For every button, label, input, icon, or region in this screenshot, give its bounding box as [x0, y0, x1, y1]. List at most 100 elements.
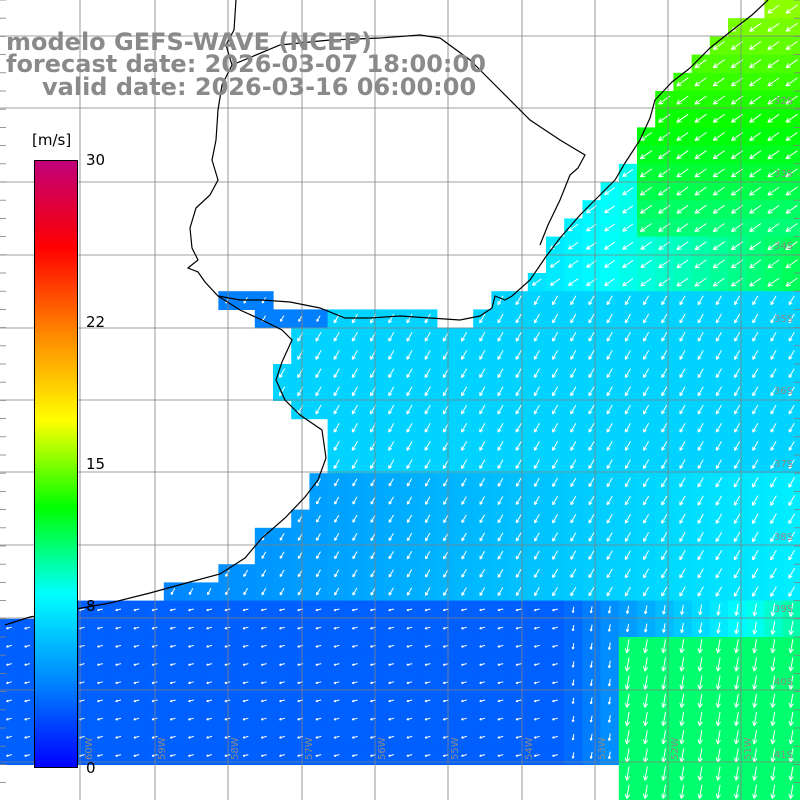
wind-arrow: [606, 331, 613, 342]
wind-arrow: [752, 639, 758, 654]
wind-arrow: [279, 551, 285, 559]
wind-arrow: [624, 350, 631, 360]
wind-arrow: [624, 586, 631, 597]
wind-arrow: [733, 477, 741, 488]
wind-arrow: [479, 350, 486, 360]
wind-arrow: [571, 661, 575, 668]
wind-arrow: [279, 754, 285, 757]
wind-arrow: [370, 478, 376, 487]
wind-arrow: [643, 766, 649, 781]
wind-arrow: [533, 459, 540, 470]
latitude-labels: 32S 33S 34S 35S 36S 37S 38S 39S 40S 41S: [774, 96, 793, 761]
wind-arrow: [424, 386, 431, 397]
wind-arrow: [497, 532, 504, 542]
wind-arrow: [133, 644, 140, 648]
wind-arrow: [425, 496, 431, 505]
wind-arrow: [279, 533, 285, 541]
wind-arrow: [461, 459, 468, 470]
wind-arrow: [639, 204, 653, 214]
wind-arrow: [607, 660, 611, 669]
wind-arrow: [679, 675, 685, 690]
wind-arrow: [388, 350, 395, 360]
wind-arrow: [607, 606, 611, 614]
wind-arrow: [570, 422, 577, 433]
wind-arrow: [115, 754, 122, 757]
wind-arrow: [388, 626, 395, 630]
wind-arrow: [661, 422, 668, 433]
wind-arrow: [712, 77, 725, 87]
wind-arrow: [589, 642, 593, 650]
wind-arrow: [133, 717, 140, 721]
wind-arrow: [697, 513, 704, 524]
wind-arrow: [497, 663, 504, 666]
wind-arrow: [279, 717, 285, 721]
wind-arrow: [515, 699, 522, 703]
wind-arrow: [315, 368, 322, 379]
wind-arrow: [788, 531, 796, 543]
coastline: [4, 0, 769, 626]
wind-arrow: [515, 717, 522, 721]
wind-arrow: [333, 441, 340, 451]
wind-arrow: [497, 644, 504, 648]
wind-arrow: [661, 532, 668, 542]
wind-arrow: [752, 568, 759, 579]
wind-arrow: [497, 568, 504, 578]
wind-arrow: [588, 295, 595, 306]
wind-arrow: [606, 459, 613, 470]
colorbar-tick-label: 30: [86, 151, 106, 169]
wind-arrow: [315, 644, 322, 648]
wind-arrow: [260, 644, 267, 648]
wind-arrow: [770, 295, 777, 306]
wind-arrow: [788, 549, 796, 561]
wind-arrow: [316, 514, 321, 523]
wind-arrow: [533, 386, 540, 397]
wind-arrow: [570, 514, 577, 524]
wind-arrow: [279, 368, 286, 379]
wind-arrow: [624, 675, 631, 690]
wind-arrow: [734, 459, 741, 470]
wind-arrow: [679, 495, 686, 506]
wind-arrow: [694, 59, 707, 69]
wind-arrow: [639, 223, 653, 232]
wind-arrow: [206, 717, 213, 721]
wind-arrow: [734, 711, 740, 727]
wind-arrow: [388, 404, 395, 415]
wind-arrow: [406, 608, 413, 612]
wind-arrow: [497, 550, 504, 560]
wind-arrow: [352, 587, 358, 596]
wind-arrow: [733, 586, 741, 597]
wind-arrow: [533, 295, 540, 306]
wind-arrow: [788, 331, 795, 342]
wind-arrow: [622, 241, 634, 250]
wind-arrow: [643, 568, 650, 579]
wind-arrow: [734, 784, 740, 799]
wind-arrow: [676, 223, 689, 232]
wind-arrow: [788, 513, 796, 525]
wind-arrow: [788, 693, 794, 708]
wind-arrow: [461, 368, 468, 379]
wind-arrow: [624, 422, 631, 433]
wind-arrow: [606, 422, 613, 433]
wind-arrow: [589, 624, 593, 632]
wind-arrow: [752, 313, 759, 324]
wind-arrow: [568, 260, 579, 268]
wind-arrow: [588, 368, 595, 379]
longitude-label: 53W: [597, 737, 608, 760]
wind-arrow: [97, 735, 103, 739]
wind-arrow: [662, 605, 666, 615]
wind-arrow: [533, 313, 540, 324]
wind-arrow: [425, 587, 431, 596]
wind-arrow: [443, 496, 449, 505]
wind-arrow: [661, 350, 668, 360]
wind-arrow: [479, 663, 486, 666]
wind-arrow: [734, 350, 741, 360]
wind-arrow: [24, 681, 31, 685]
wind-arrow: [479, 368, 486, 379]
wind-arrow: [661, 693, 667, 708]
wind-arrow: [461, 386, 468, 397]
wind-arrow: [570, 368, 577, 379]
wind-arrow: [694, 259, 707, 269]
wind-arrow: [715, 568, 723, 579]
wind-arrow: [715, 784, 722, 799]
wind-arrow: [697, 313, 704, 324]
